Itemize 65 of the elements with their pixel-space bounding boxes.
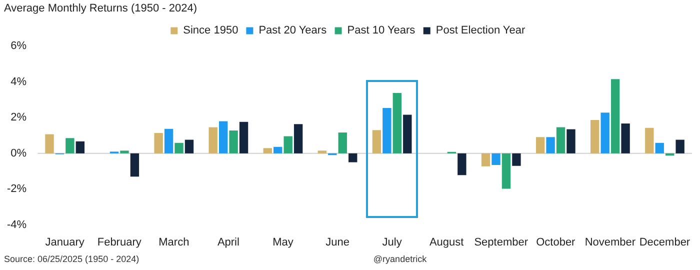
x-tick-label: September bbox=[474, 236, 528, 248]
bar bbox=[645, 128, 654, 154]
x-tick-label: June bbox=[326, 236, 350, 248]
bar bbox=[492, 153, 500, 165]
bar bbox=[610, 79, 620, 154]
bar bbox=[164, 128, 174, 154]
bar bbox=[263, 148, 272, 154]
bar bbox=[130, 153, 140, 177]
bar bbox=[239, 122, 248, 154]
bar bbox=[481, 153, 490, 166]
bar bbox=[208, 127, 218, 154]
bar bbox=[284, 136, 292, 154]
bar bbox=[184, 140, 194, 154]
text: @ryandetrick bbox=[373, 254, 427, 264]
legend-label: Past 20 Years bbox=[258, 24, 328, 37]
bar bbox=[392, 92, 402, 154]
x-tick-label: July bbox=[382, 236, 402, 248]
bar bbox=[621, 124, 630, 154]
bar bbox=[676, 140, 684, 154]
bar bbox=[338, 132, 347, 154]
x-tick-label: November bbox=[584, 236, 636, 248]
x-tick-label: March bbox=[158, 236, 190, 248]
source-note: Source: 06/25/2025 (1950 - 2024) bbox=[4, 254, 140, 264]
y-tick-label: 4% bbox=[10, 76, 27, 88]
bar bbox=[274, 146, 282, 154]
bar bbox=[229, 130, 238, 154]
x-tick-label: October bbox=[536, 236, 576, 248]
bar bbox=[512, 153, 521, 166]
bar bbox=[382, 108, 392, 154]
chart-title: Average Monthly Returns (1950 - 2024) bbox=[4, 2, 198, 15]
bar bbox=[294, 124, 303, 154]
bar bbox=[566, 129, 576, 154]
bar bbox=[318, 150, 327, 154]
x-tick-label: August bbox=[429, 236, 464, 248]
legend-label: Post Election Year bbox=[436, 24, 526, 37]
x-tick-label: December bbox=[639, 236, 690, 248]
y-tick-label: 0% bbox=[10, 147, 27, 160]
legend-label: Since 1950 bbox=[183, 24, 238, 37]
bar bbox=[348, 153, 358, 162]
bar bbox=[590, 120, 600, 154]
bar bbox=[372, 130, 382, 154]
bar bbox=[174, 142, 184, 154]
x-tick-label: May bbox=[272, 236, 294, 248]
bar bbox=[502, 153, 511, 189]
bar bbox=[76, 141, 85, 154]
y-tick-label: 6% bbox=[10, 40, 27, 52]
bar bbox=[655, 142, 664, 154]
bar bbox=[556, 127, 566, 154]
bar bbox=[45, 134, 54, 154]
y-tick-label: -4% bbox=[7, 218, 27, 231]
x-tick-label: January bbox=[45, 236, 85, 248]
x-tick-label: April bbox=[217, 236, 240, 248]
y-tick-label: -2% bbox=[7, 183, 27, 196]
bar bbox=[154, 133, 163, 154]
bar bbox=[403, 114, 412, 154]
bar bbox=[458, 153, 466, 176]
bar bbox=[218, 121, 228, 154]
bar bbox=[536, 137, 545, 154]
bar bbox=[546, 137, 555, 154]
legend-label: Past 10 Years bbox=[347, 24, 416, 37]
bar bbox=[120, 150, 129, 154]
x-tick-label: February bbox=[97, 236, 142, 248]
bar bbox=[600, 112, 610, 154]
y-tick-label: 2% bbox=[10, 112, 27, 124]
bar bbox=[66, 138, 74, 154]
